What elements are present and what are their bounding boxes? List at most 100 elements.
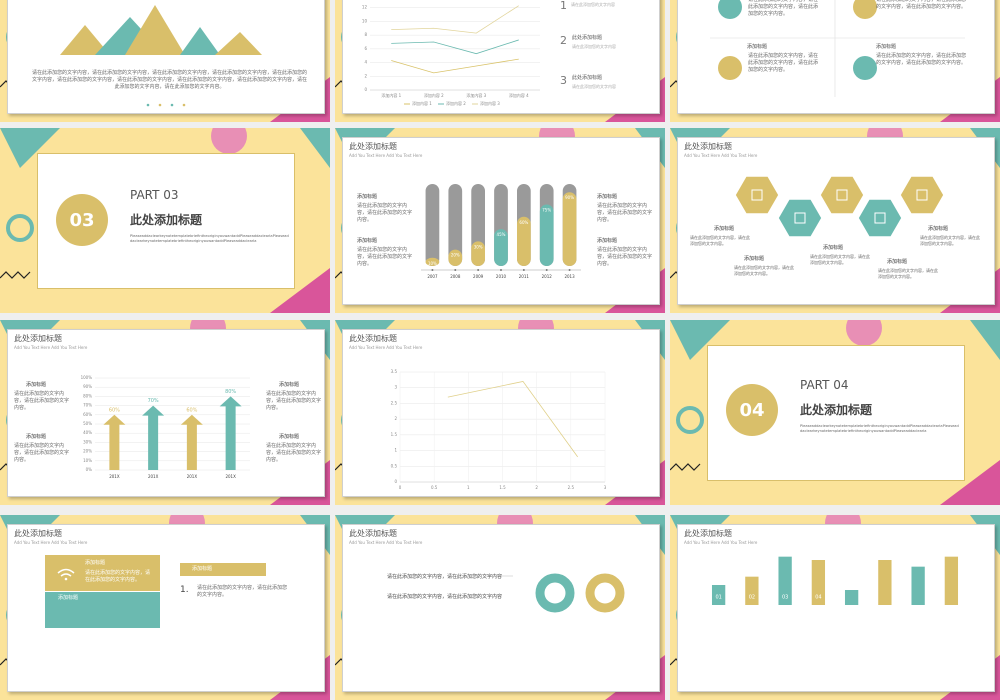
slide-thumbnail[interactable]: 请在此添加您的文字内容，请在此添加您的文字内容，请在此添加您的文字内容，请在此添… (0, 0, 330, 122)
item-title: 添加标题 (714, 226, 735, 232)
y-tick-label: 100% (81, 375, 93, 380)
slide-thumbnail[interactable]: 04 PART 04 此处添加标题 Pleaseaddaclearkeynote… (670, 320, 1000, 505)
hex-icon (836, 189, 848, 201)
hexagon (819, 175, 865, 215)
x-tick-label: 2009 (473, 274, 484, 279)
item-body: 请在此添加您的文字内容，请在此添加您的文字内容。 (14, 443, 70, 463)
pill-fill (448, 249, 463, 266)
box-title: 添加标题 (85, 560, 106, 566)
item-title: 此处添加标题 (572, 35, 603, 41)
bar (811, 560, 826, 605)
slide-thumbnail[interactable]: 此处添加标题 Add You Text Here Add You Text He… (670, 515, 1000, 700)
value-label: 20% (451, 253, 460, 258)
pill-fill (494, 229, 508, 266)
slide-subtitle: Add You Text Here Add You Text Here (684, 540, 758, 545)
slide-thumbnail[interactable]: 此处添加标题 Add You Text Here Add You Text He… (670, 128, 1000, 313)
y-tick-label: 90% (83, 384, 92, 389)
item-body: 请在此添加您的文字内容，请在此添加您的文字内容。 (266, 443, 322, 463)
x-tick-label: 2013 (564, 274, 575, 279)
y-tick-label: 0.5 (391, 463, 398, 468)
data-line (391, 5, 519, 34)
item-body: 请在此添加您的文字内容，请在此添加您的文字内容，请在此添加您的文字内容。 (748, 0, 819, 17)
x-tick-label: 0 (399, 485, 402, 490)
item-title: 添加标题 (597, 194, 618, 200)
decor-shape (846, 320, 882, 346)
data-line (447, 380, 578, 458)
slide-thumbnail[interactable]: 请在此添加您的文字内容，请在此添加您的文字内容，请在此添加您的文字内容。 请在此… (670, 0, 1000, 122)
item-title: 添加标题 (823, 245, 844, 251)
slide-thumbnail[interactable]: 此处添加标题 Add You Text Here Add You Text He… (0, 515, 330, 700)
baseline-dot (477, 269, 480, 271)
hex-icon (751, 189, 763, 201)
x-tick-label: 201X (148, 474, 159, 479)
list-number: 1. (180, 585, 189, 595)
slide-thumbnail[interactable]: 此处添加标题 Add You Text Here Add You Text He… (335, 515, 665, 700)
item-title: 添加标题 (357, 194, 378, 200)
legend-label: 添加内容 2 (446, 100, 466, 106)
x-tick-label: 0.5 (431, 485, 438, 490)
item-body: 请在此添加您的文字内容，请在此添加您的文字内容。 (357, 203, 413, 223)
slide-title: 此处添加标题 (349, 529, 397, 538)
item-body: 请在此添加您的文字内容，请在此添加您的文字内容，请在此添加您的文字内容。 (876, 53, 967, 66)
legend-label: 添加内容 1 (412, 100, 432, 106)
section-title: 此处添加标题 (130, 213, 203, 227)
slide-thumbnail[interactable]: 03 PART 03 此处添加标题 Pleaseaddaclearkeynote… (0, 128, 330, 313)
part-label: PART 04 (800, 378, 849, 392)
x-tick-label: 添加内容 2 (424, 92, 444, 98)
list-header: 添加标题 (180, 563, 266, 576)
item-title: 添加标题 (747, 44, 768, 50)
slide-thumbnail[interactable]: 此处添加标题 Add You Text Here Add You Text He… (335, 128, 665, 313)
pill-fill (539, 204, 554, 266)
y-tick-label: 60% (83, 412, 92, 417)
line-chart: 0 0.5 1 1.5 2 2.5 3 3.5 0 0.5 1 1.5 2 2.5 3 (391, 369, 607, 490)
value-label: 60% (519, 220, 528, 225)
arrow-bar (142, 405, 165, 470)
bar (778, 556, 792, 605)
list-body: 请在此添加您的文字内容，请在此添加您的文字内容。 (197, 585, 288, 598)
y-tick-label: 2 (394, 416, 397, 421)
item-sub: 请在此添加您的文字内容 (572, 44, 616, 49)
item-title: 此处添加标题 (572, 75, 603, 81)
y-tick-label: 0 (364, 87, 367, 92)
value-label: 45% (497, 232, 506, 237)
hexagon (777, 198, 823, 238)
icon-grid (710, 0, 965, 97)
baseline-dot (545, 269, 548, 271)
x-tick-label: 01 (715, 595, 721, 601)
x-tick-label: 201X (109, 474, 120, 479)
x-tick-label: 1.5 (499, 485, 506, 490)
slide-subtitle: Add You Text Here Add You Text Here (349, 345, 423, 350)
item-body: 请在此添加您的文字内容，请在此添加您的文字内容。 (734, 265, 794, 276)
y-tick-label: 10 (362, 18, 368, 23)
slide-card (342, 137, 660, 305)
hex-icon (874, 212, 886, 224)
bar (944, 556, 959, 605)
hex-icon (916, 189, 928, 201)
arrow-bar (180, 414, 203, 470)
y-tick-label: 0% (86, 467, 93, 472)
arrow-bar (219, 396, 242, 470)
decor-shape (6, 214, 34, 242)
baseline-dot (454, 269, 457, 271)
slide-card (677, 137, 995, 305)
body-text: 请在此添加您的文字内容，请在此添加您的文字内容 (387, 594, 503, 600)
x-tick-label: 添加内容 4 (509, 92, 529, 98)
x-tick-label: 2012 (542, 274, 553, 279)
item-body: 请在此添加您的文字内容，请在此添加您的文字内容。 (878, 268, 938, 279)
pill-track (448, 184, 463, 266)
slide-thumbnail[interactable]: 此处添加标题 Add You Text Here Add You Text He… (0, 320, 330, 505)
section-number: 04 (726, 384, 778, 436)
baseline-dot (522, 269, 525, 271)
decor-shape (676, 406, 704, 434)
pill-fill (562, 192, 577, 266)
slide-subtitle: Add You Text Here Add You Text Here (14, 345, 88, 350)
baseline-dot (431, 269, 434, 271)
item-number: 3 (560, 74, 567, 87)
slide-thumbnail[interactable]: 此处添加标题 Add You Text Here Add You Text He… (335, 320, 665, 505)
x-tick-label: 201X (187, 474, 198, 479)
item-body: 请在此添加您的文字内容，请在此添加您的文字内容。 (597, 247, 653, 267)
item-title: 添加标题 (744, 256, 765, 262)
data-line (391, 39, 519, 55)
slide-card (342, 329, 660, 497)
